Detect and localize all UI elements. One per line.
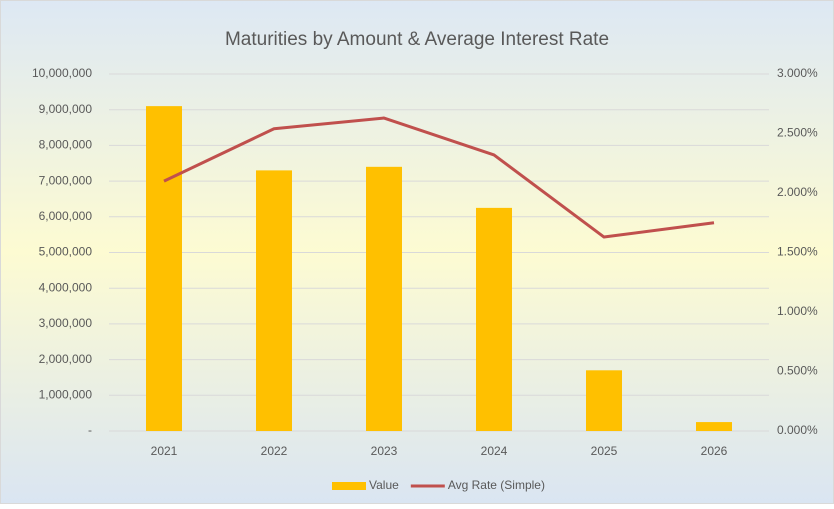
legend-label: Value <box>369 478 399 492</box>
bar <box>476 207 512 431</box>
bar <box>586 370 622 431</box>
y-tick-label: - <box>88 423 92 437</box>
x-tick-label: 2026 <box>701 444 728 458</box>
bar <box>146 106 182 431</box>
bar <box>366 166 402 431</box>
y-tick-label: 9,000,000 <box>39 102 93 116</box>
legend-label: Avg Rate (Simple) <box>448 478 545 492</box>
bar <box>256 170 292 431</box>
y-tick-label: 3,000,000 <box>39 316 93 330</box>
y-tick-label: 1,000,000 <box>39 387 93 401</box>
y-tick-label: 5,000,000 <box>39 245 93 259</box>
bar <box>696 422 732 431</box>
legend-swatch <box>332 482 366 490</box>
y-tick-label: 10,000,000 <box>32 66 92 80</box>
y-tick-label: 8,000,000 <box>39 138 93 152</box>
y-tick-label: 4,000,000 <box>39 280 93 294</box>
y2-tick-label: 0.000% <box>777 423 818 437</box>
y-tick-label: 2,000,000 <box>39 352 93 366</box>
y2-tick-label: 2.500% <box>777 126 818 140</box>
y2-tick-label: 1.000% <box>777 304 818 318</box>
y-tick-label: 7,000,000 <box>39 173 93 187</box>
y2-tick-label: 1.500% <box>777 245 818 259</box>
x-tick-label: 2021 <box>151 444 178 458</box>
y2-tick-label: 2.000% <box>777 185 818 199</box>
x-tick-label: 2023 <box>371 444 398 458</box>
y2-tick-label: 0.500% <box>777 364 818 378</box>
x-tick-label: 2022 <box>261 444 288 458</box>
chart-title: Maturities by Amount & Average Interest … <box>225 29 609 50</box>
y-tick-label: 6,000,000 <box>39 209 93 223</box>
x-tick-label: 2025 <box>591 444 618 458</box>
y2-tick-label: 3.000% <box>777 66 818 80</box>
x-tick-label: 2024 <box>481 444 508 458</box>
line-series <box>163 116 715 239</box>
